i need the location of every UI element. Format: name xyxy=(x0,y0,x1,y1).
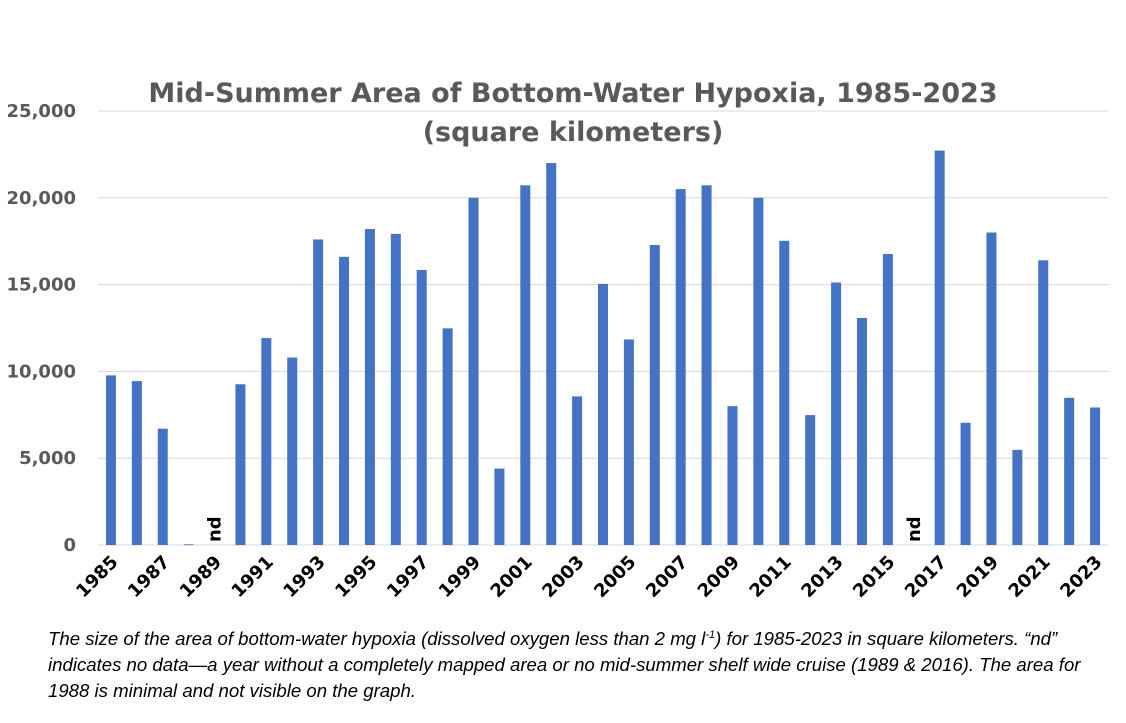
bar-2001 xyxy=(520,185,531,546)
bar-1995 xyxy=(364,229,375,545)
y-tick-label: 20,000 xyxy=(7,188,76,209)
bar-1996 xyxy=(390,233,401,545)
bar-2019 xyxy=(986,232,997,545)
hypoxia-area-chart: Mid-Summer Area of Bottom-Water Hypoxia,… xyxy=(7,78,1108,602)
annotations: nd nd xyxy=(205,516,925,542)
x-tick-label: 1995 xyxy=(331,552,381,602)
bar-1985 xyxy=(105,375,116,545)
chart-title-line1: Mid-Summer Area of Bottom-Water Hypoxia,… xyxy=(148,78,997,109)
x-tick-label: 2015 xyxy=(849,552,899,602)
x-tick-label: 2011 xyxy=(746,552,796,602)
x-tick-label: 2001 xyxy=(487,552,537,602)
x-tick-label: 2017 xyxy=(901,552,951,602)
bar-2012 xyxy=(805,415,816,545)
y-tick-label: 0 xyxy=(63,535,76,556)
bar-2014 xyxy=(856,317,867,545)
y-tick-label: 5,000 xyxy=(19,448,76,469)
y-axis-ticks: 0 5,000 10,000 15,000 20,000 25,000 xyxy=(7,101,76,556)
x-tick-label: 1997 xyxy=(383,552,433,602)
x-tick-label: 1991 xyxy=(228,552,278,602)
bar-2021 xyxy=(1038,260,1049,545)
x-tick-label: 2007 xyxy=(642,552,692,602)
bar-1991 xyxy=(261,338,272,545)
bar-1993 xyxy=(313,239,324,546)
x-axis-ticks: 1985 1987 1989 1991 1993 1995 1997 1999 2001 2003… xyxy=(72,552,1106,602)
bars xyxy=(105,150,1101,546)
x-tick-label: 1985 xyxy=(72,552,122,602)
nd-annotation-1989: nd xyxy=(205,516,226,542)
x-tick-label: 1999 xyxy=(435,552,485,602)
nd-annotation-2016: nd xyxy=(904,516,925,542)
bar-2011 xyxy=(779,240,790,546)
bar-2020 xyxy=(1012,449,1023,545)
bar-1992 xyxy=(287,357,298,545)
bar-1987 xyxy=(157,428,168,545)
bar-1990 xyxy=(235,384,246,545)
bar-1988 xyxy=(183,544,194,546)
bar-2004 xyxy=(598,283,608,545)
bar-1994 xyxy=(339,256,350,545)
y-tick-label: 25,000 xyxy=(7,101,76,122)
x-tick-label: 1993 xyxy=(279,552,329,602)
bar-2008 xyxy=(701,185,712,546)
x-tick-label: 1987 xyxy=(124,552,174,602)
bar-2000 xyxy=(494,468,505,545)
bar-2013 xyxy=(831,282,842,545)
caption-text-part1: The size of the area of bottom-water hyp… xyxy=(48,628,706,650)
chart-title-line2: (square kilometers) xyxy=(423,117,724,148)
bar-2010 xyxy=(753,197,764,546)
bar-2015 xyxy=(882,254,893,546)
bar-2022 xyxy=(1064,397,1075,545)
bar-1999 xyxy=(468,197,479,546)
x-tick-label: 2005 xyxy=(590,552,640,602)
bar-2007 xyxy=(675,189,686,545)
bar-2018 xyxy=(960,422,971,545)
x-tick-label: 2013 xyxy=(797,552,847,602)
x-tick-label: 1989 xyxy=(176,552,226,602)
bar-2017 xyxy=(934,150,945,545)
bar-2005 xyxy=(623,339,634,545)
bar-2003 xyxy=(572,396,583,545)
bar-2006 xyxy=(649,245,660,545)
bar-2023 xyxy=(1090,407,1101,545)
figure-caption: The size of the area of bottom-water hyp… xyxy=(48,622,1118,704)
caption-superscript: -1 xyxy=(705,629,716,641)
x-tick-label: 2021 xyxy=(1005,552,1055,602)
caption-text-part2: ) for 1985-2023 in square kilometers. “n… xyxy=(48,628,1081,702)
bar-2009 xyxy=(727,406,738,545)
bar-1997 xyxy=(416,270,427,545)
x-tick-label: 2023 xyxy=(1056,552,1106,602)
bar-1986 xyxy=(131,381,142,545)
x-tick-label: 2019 xyxy=(953,552,1003,602)
y-tick-label: 15,000 xyxy=(7,275,76,296)
bar-1998 xyxy=(442,328,453,545)
bar-2002 xyxy=(546,163,557,545)
y-tick-label: 10,000 xyxy=(7,361,76,382)
x-tick-label: 2003 xyxy=(538,552,588,602)
x-tick-label: 2009 xyxy=(694,552,744,602)
